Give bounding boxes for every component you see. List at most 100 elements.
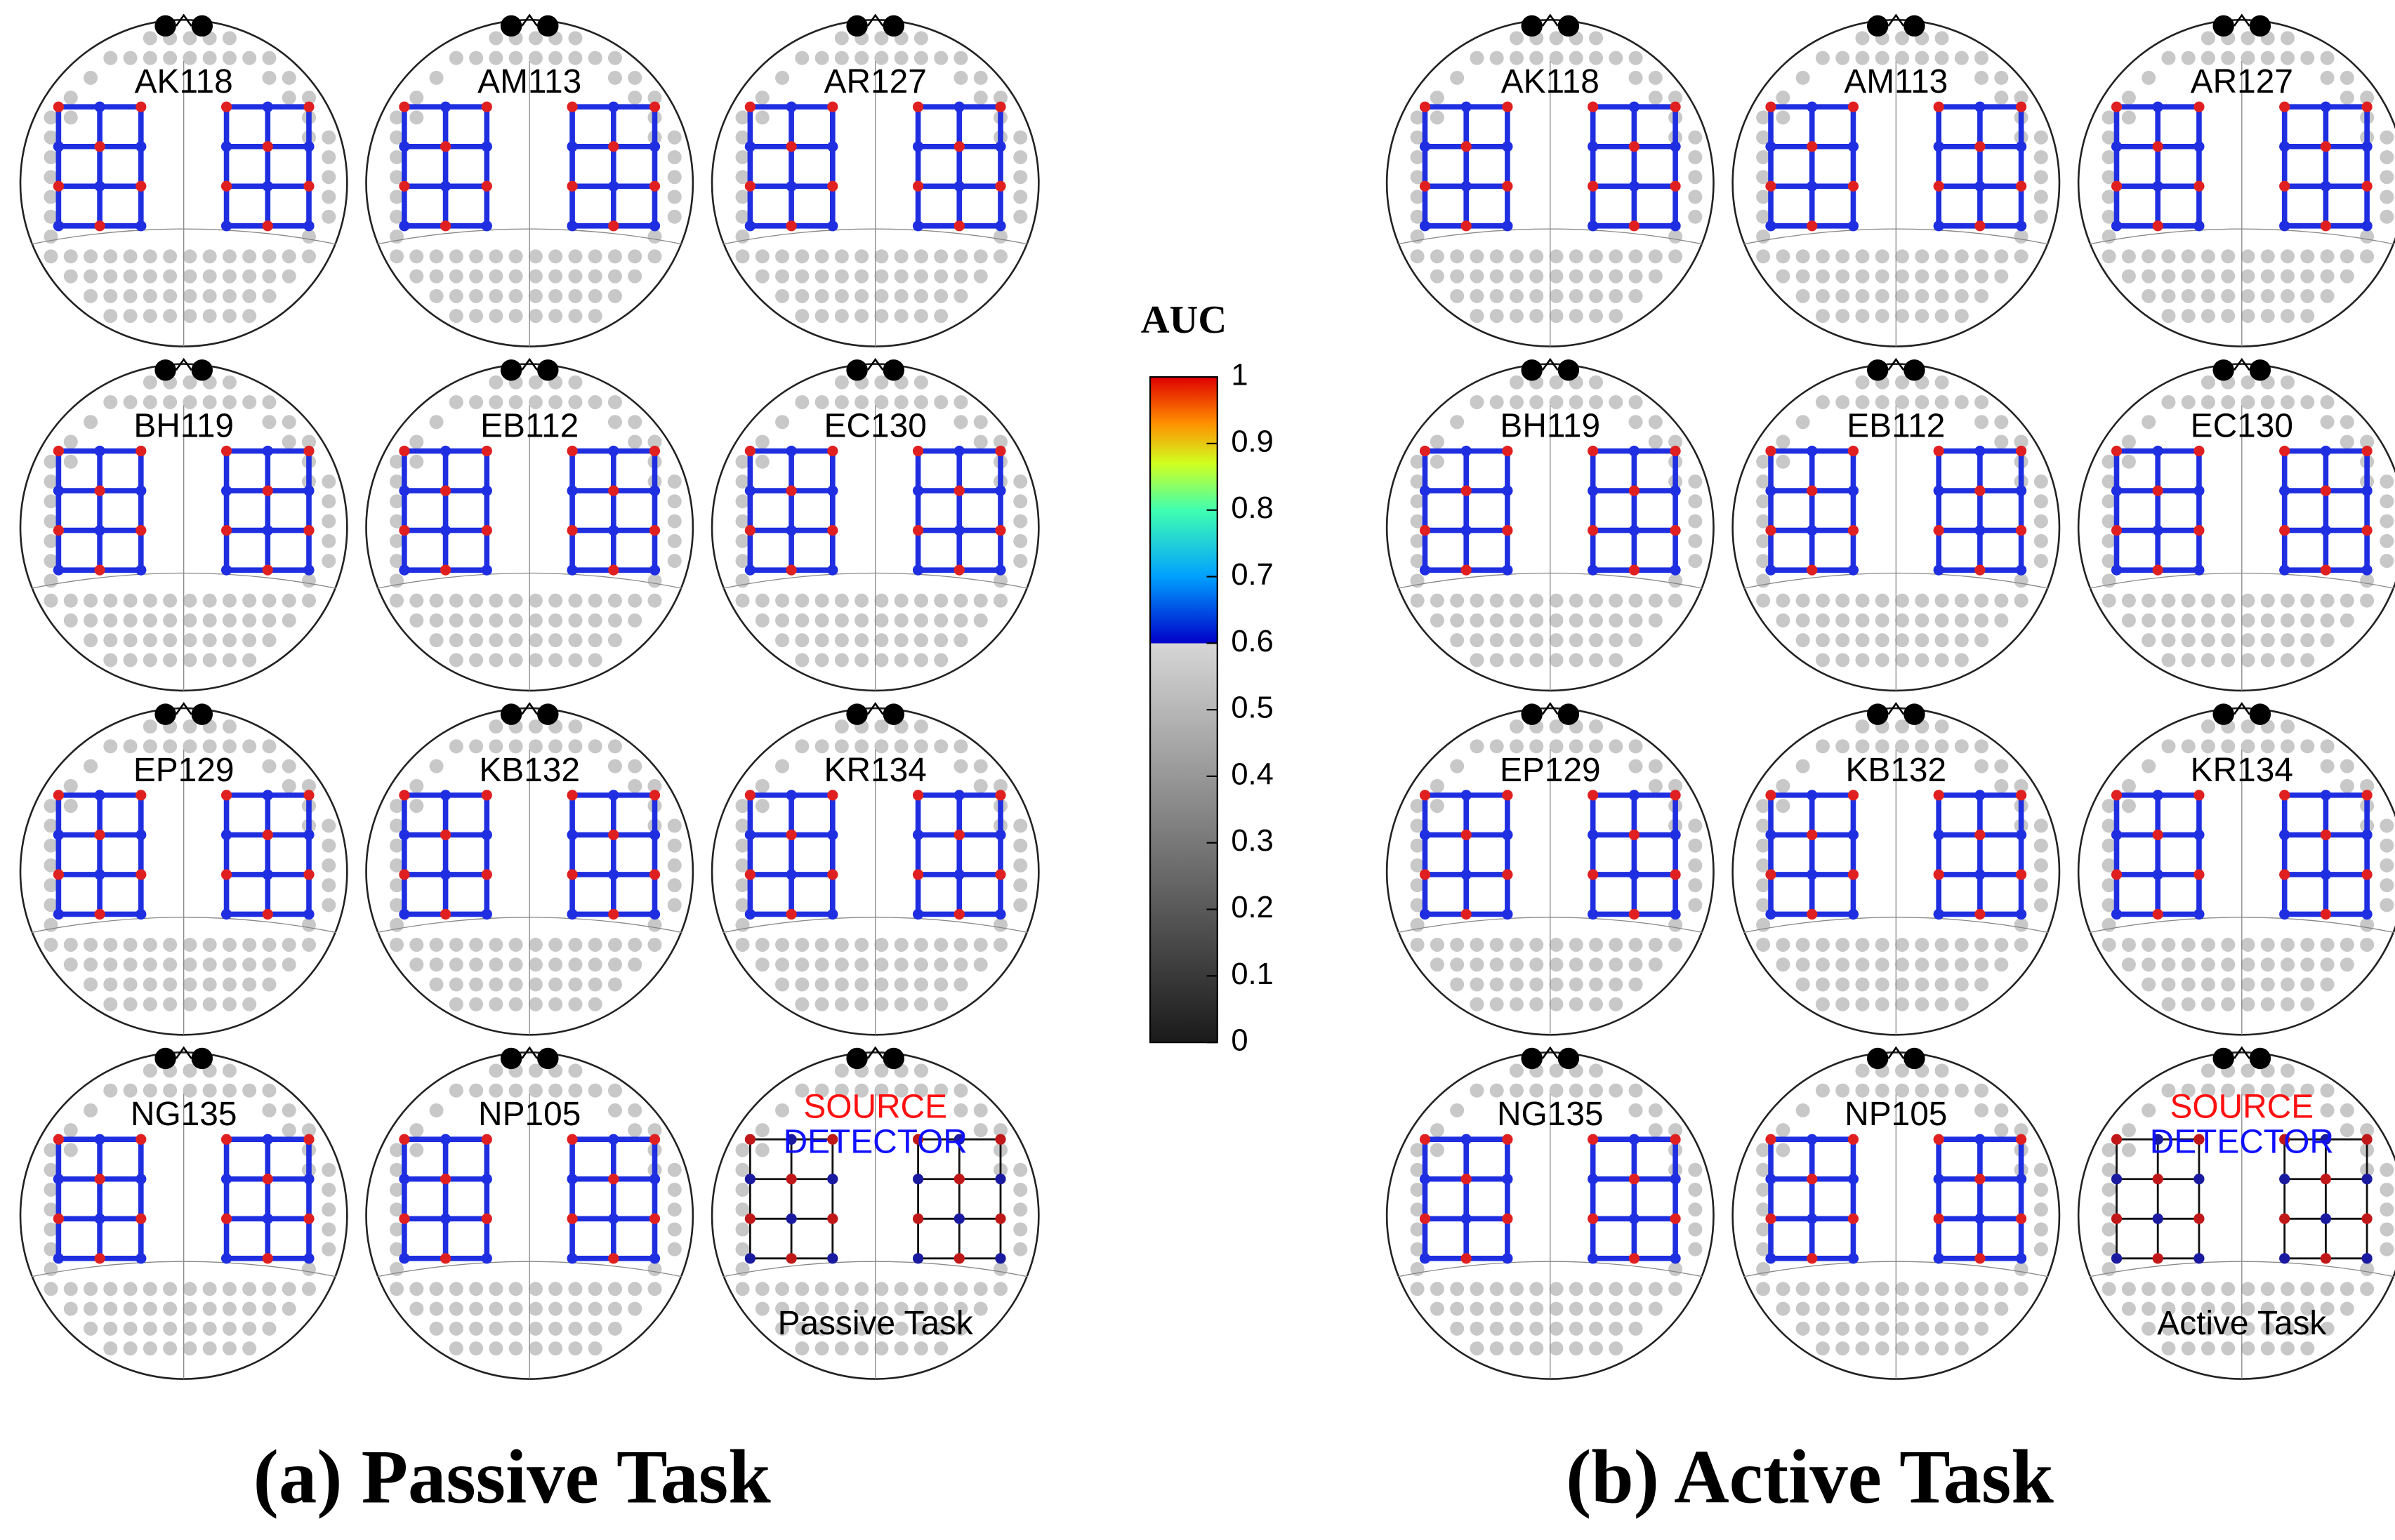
optode-dot [63, 778, 78, 793]
optode-dot [1894, 375, 1910, 390]
optode-dot [607, 1083, 622, 1098]
optode-dot [143, 1321, 157, 1336]
optode-dot [2181, 957, 2196, 972]
optode [1460, 790, 1472, 801]
optode [1807, 790, 1818, 801]
optode-dot [282, 269, 296, 284]
optode-dot [2241, 51, 2255, 65]
optode-dot [390, 1222, 404, 1237]
optode [220, 1174, 232, 1185]
optode-dot [735, 878, 750, 893]
optode-dot [1954, 1301, 1969, 1316]
optode-dot [2281, 1063, 2295, 1078]
optode-dot [1529, 1083, 1544, 1098]
optode-dot [2281, 1301, 2295, 1316]
optode-dot [202, 1301, 217, 1316]
optode-dot [1509, 977, 1524, 992]
optode-dot [1589, 977, 1604, 992]
optode [2152, 525, 2163, 536]
optode-dot [548, 977, 563, 992]
optode-dot [954, 937, 968, 952]
optode [53, 869, 64, 880]
optode-dot [548, 997, 563, 1011]
optode-dot [2121, 249, 2136, 264]
optode-dot [1569, 249, 1583, 264]
ear [154, 15, 176, 37]
optode-dot [528, 997, 543, 1011]
optode [1807, 829, 1818, 841]
colorbar [1149, 376, 1218, 1044]
optode-dot [143, 719, 157, 734]
optode-dot [1410, 190, 1425, 204]
optode-dot [954, 1321, 968, 1336]
optode [567, 908, 578, 920]
optode-dot [628, 269, 642, 284]
optode [1460, 101, 1472, 112]
subject-head: AR127 [2077, 13, 2395, 347]
legend-detector: DETECTOR [2150, 1123, 2334, 1160]
optode [94, 1253, 105, 1264]
optode-dot [795, 593, 810, 608]
optode [786, 1174, 797, 1185]
optode [1460, 564, 1472, 576]
optode-dot [143, 1063, 157, 1078]
optode-dot [1430, 1282, 1444, 1296]
optode-dot [1509, 997, 1524, 1011]
optode-dot [735, 130, 750, 145]
optode [481, 1213, 492, 1224]
optode-dot [588, 51, 602, 65]
optode-dot [508, 1083, 523, 1098]
optode [2279, 445, 2290, 457]
optode [744, 220, 756, 232]
optode-dot [222, 288, 237, 303]
optode-dot [1994, 778, 2009, 793]
optode-dot [1855, 288, 1870, 303]
optode-dot [242, 997, 257, 1011]
optode-dot [2300, 739, 2315, 754]
optode-dot [1835, 957, 1850, 972]
optode-dot [735, 898, 750, 912]
optode [649, 220, 661, 232]
optode [1847, 790, 1859, 801]
optode-dot [143, 309, 157, 324]
optode [649, 101, 661, 112]
optode-dot [993, 1262, 1008, 1277]
optode-dot [1549, 997, 1564, 1011]
optode-dot [1589, 1301, 1604, 1316]
optode-dot [1509, 719, 1524, 734]
optode [2152, 1253, 2163, 1264]
optode-dot [1835, 1341, 1850, 1356]
optode [1670, 790, 1681, 801]
optode-dot [2360, 1282, 2375, 1296]
optode-dot [1013, 858, 1028, 872]
subject-head: AM113 [365, 13, 694, 347]
optode-dot [1509, 1282, 1524, 1296]
optode-dot [103, 309, 118, 324]
optode-dot [1410, 454, 1425, 469]
optode-dot [1450, 70, 1465, 85]
optode-dot [588, 613, 602, 628]
optode-dot [1954, 51, 1969, 65]
optode [1628, 908, 1639, 920]
optode-dot [735, 1202, 750, 1217]
optode [94, 908, 105, 920]
optode-dot [469, 1301, 484, 1316]
optode-dot [2340, 1103, 2354, 1117]
optode-dot [409, 269, 424, 284]
optode [567, 141, 578, 152]
optode-dot [508, 633, 523, 648]
subject-label: EB112 [1847, 408, 1945, 445]
optode-dot [795, 269, 810, 284]
optode [912, 101, 924, 112]
optode-dot [1589, 613, 1604, 628]
optode [2361, 1174, 2373, 1185]
optode-dot [2014, 1282, 2028, 1296]
optode [399, 485, 410, 496]
optode [649, 141, 661, 152]
optode-dot [1628, 759, 1643, 774]
optode [1628, 180, 1639, 192]
optode-dot [429, 1301, 444, 1316]
optode-dot [1954, 394, 1969, 409]
optode-dot [1628, 613, 1643, 628]
optode-dot [2102, 514, 2116, 529]
